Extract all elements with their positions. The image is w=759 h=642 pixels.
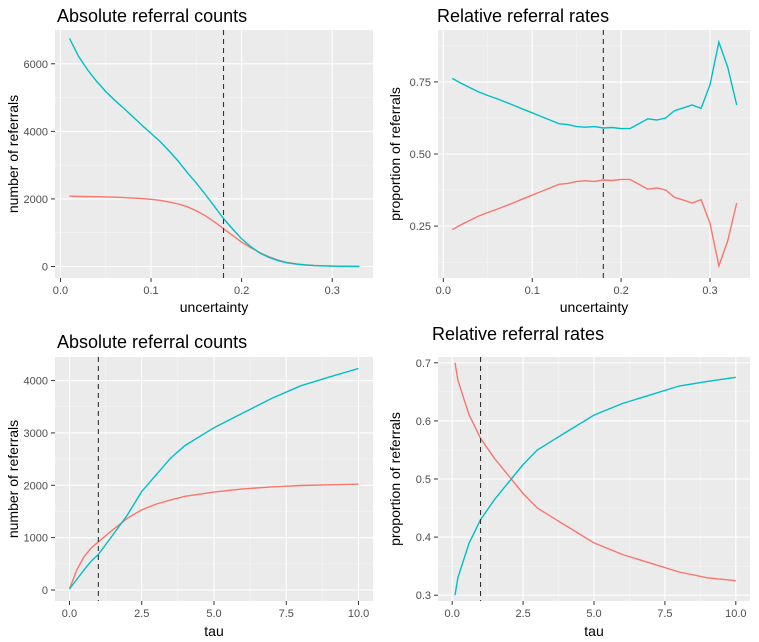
x-tick-label: 0.0: [436, 285, 451, 297]
x-tick-label: 10.0: [348, 608, 369, 620]
series-line-1: [451, 178, 738, 269]
x-tick-label: 2.5: [134, 608, 149, 620]
x-tick-label: 5.0: [206, 608, 221, 620]
x-axis-title: tau: [584, 623, 603, 639]
y-tick-label: 2000: [24, 194, 48, 206]
x-axis-title: tau: [204, 623, 223, 639]
x-tick-label: 0.2: [234, 285, 249, 297]
y-axis-title: proportion of referrals: [387, 412, 403, 546]
x-axis-title: uncertainty: [560, 299, 628, 315]
y-tick-label: 4000: [24, 126, 48, 138]
y-tick-label: 0.7: [416, 358, 431, 370]
series-line-1: [68, 483, 359, 590]
x-tick-label: 0.3: [325, 285, 340, 297]
y-tick-label: 0.4: [416, 532, 431, 544]
y-tick-label: 0.3: [416, 590, 431, 602]
x-tick-label: 0.1: [525, 285, 540, 297]
x-tick-label: 10.0: [725, 608, 746, 620]
x-axis-title: uncertainty: [180, 299, 248, 315]
x-tick-label: 0.0: [445, 608, 460, 620]
x-tick-label: 2.5: [515, 608, 530, 620]
series-line-2: [68, 38, 360, 268]
y-axis-title: number of referrals: [5, 420, 21, 538]
y-tick-label: 0: [42, 262, 48, 274]
y-tick-label: 0.25: [410, 221, 431, 233]
series-line-2: [451, 39, 738, 130]
x-tick-label: 0.1: [143, 285, 158, 297]
y-tick-label: 0: [42, 585, 48, 597]
x-tick-label: 7.5: [279, 608, 294, 620]
chart-title: Absolute referral counts: [57, 332, 247, 352]
y-tick-label: 3000: [24, 428, 48, 440]
x-tick-label: 5.0: [586, 608, 601, 620]
y-tick-label: 0.75: [410, 77, 431, 89]
series-line-1: [454, 362, 736, 582]
y-tick-label: 6000: [24, 59, 48, 71]
series-line-2: [68, 367, 359, 590]
chart-title: Relative referral rates: [432, 324, 604, 344]
y-tick-label: 0.6: [416, 416, 431, 428]
y-tick-label: 4000: [24, 376, 48, 388]
x-tick-label: 0.0: [53, 285, 68, 297]
y-tick-label: 2000: [24, 480, 48, 492]
y-tick-label: 0.5: [416, 474, 431, 486]
x-tick-label: 0.0: [62, 608, 77, 620]
x-tick-label: 7.5: [657, 608, 672, 620]
chart-title: Relative referral rates: [437, 6, 609, 26]
panel-background-1: [55, 30, 373, 278]
y-tick-label: 1000: [24, 533, 48, 545]
x-tick-label: 0.3: [702, 285, 717, 297]
chart-title: Absolute referral counts: [57, 6, 247, 26]
series-line-2: [454, 376, 736, 596]
y-axis-title: proportion of referrals: [387, 87, 403, 221]
x-tick-label: 0.2: [613, 285, 628, 297]
y-tick-label: 0.50: [410, 149, 431, 161]
y-axis-title: number of referrals: [5, 95, 21, 213]
